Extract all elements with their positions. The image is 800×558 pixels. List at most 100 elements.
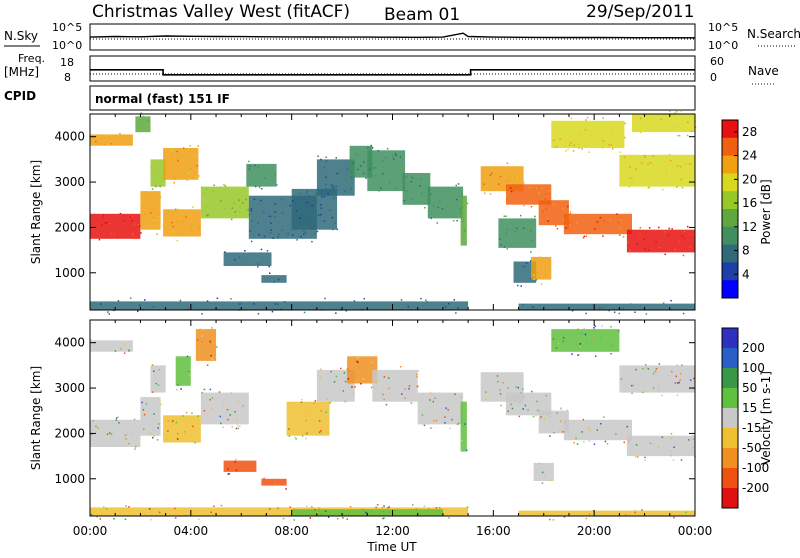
scatter-speck <box>573 441 575 444</box>
scatter-speck <box>197 415 199 417</box>
scatter-speck <box>363 510 365 512</box>
nsearch-hi-tick: 10^5 <box>708 21 738 34</box>
scatter-speck <box>316 512 319 514</box>
scatter-speck <box>461 439 463 442</box>
power-yticks: 1000 2000 3000 4000 <box>54 130 695 280</box>
scatter-speck <box>156 233 158 235</box>
scatter-speck <box>564 422 566 424</box>
scatter-speck <box>589 429 591 431</box>
scatter-speck <box>636 243 639 245</box>
scatter-speck <box>189 214 191 217</box>
scatter-speck <box>196 164 199 167</box>
scatter-speck <box>552 519 555 521</box>
scatter-speck <box>418 185 421 188</box>
scatter-speck <box>342 390 344 392</box>
cpid-label: CPID <box>4 89 36 103</box>
scatter-speck <box>504 180 507 183</box>
scatter-speck <box>679 179 682 181</box>
scatter-speck <box>395 187 397 190</box>
scatter-speck <box>543 265 546 267</box>
scatter-speck <box>159 185 161 188</box>
scatter-speck <box>319 397 322 400</box>
scatter-speck <box>503 189 505 191</box>
nsky-label: N.Sky <box>4 29 38 43</box>
scatter-speck <box>594 355 597 357</box>
scatter-speck <box>392 155 394 158</box>
power-colorbar-swatch <box>722 226 738 246</box>
scatter-speck <box>652 155 654 157</box>
scatter-speck <box>387 507 389 509</box>
scatter-speck <box>610 144 613 146</box>
scatter-speck <box>315 192 317 195</box>
scatter-speck <box>117 416 119 418</box>
scatter-speck <box>578 132 581 134</box>
scatter-speck <box>447 193 450 196</box>
scatter-speck <box>144 299 146 301</box>
scatter-speck <box>648 186 651 189</box>
scatter-speck <box>274 203 277 205</box>
scatter-speck <box>381 507 384 509</box>
scatter-speck <box>620 378 623 380</box>
scatter-speck <box>90 433 93 435</box>
scatter-speck <box>114 350 117 352</box>
scatter-speck <box>670 437 673 439</box>
scatter-speck <box>580 133 582 136</box>
scatter-speck <box>153 435 155 437</box>
scatter-speck <box>569 213 571 215</box>
scatter-speck <box>596 512 598 514</box>
scatter-band <box>531 256 552 280</box>
scatter-speck <box>411 176 414 179</box>
scatter-speck <box>586 116 589 119</box>
scatter-speck <box>579 343 582 345</box>
scatter-speck <box>218 391 221 393</box>
scatter-speck <box>674 248 676 251</box>
scatter-band <box>90 301 469 310</box>
scatter-speck <box>378 190 380 192</box>
scatter-speck <box>626 425 628 428</box>
scatter-speck <box>362 378 364 380</box>
scatter-speck <box>543 417 545 420</box>
scatter-speck <box>274 303 277 305</box>
scatter-speck <box>466 202 469 205</box>
scatter-speck <box>98 238 101 241</box>
scatter-speck <box>641 509 643 511</box>
scatter-speck <box>235 469 238 472</box>
scatter-speck <box>234 411 236 413</box>
scatter-speck <box>693 377 695 380</box>
scatter-speck <box>562 431 564 433</box>
power-colorbar: 28 24 20 16 12 8 4 <box>721 119 757 299</box>
scatter-speck <box>257 266 259 268</box>
scatter-speck <box>664 253 666 255</box>
scatter-speck <box>629 154 632 157</box>
scatter-speck <box>307 219 309 221</box>
scatter-speck <box>648 227 651 229</box>
scatter-speck <box>541 482 544 484</box>
scatter-speck <box>602 140 605 142</box>
scatter-speck <box>329 209 331 211</box>
scatter-speck <box>369 148 372 150</box>
scatter-speck <box>289 204 292 207</box>
scatter-speck <box>231 207 233 209</box>
scatter-speck <box>609 419 612 422</box>
scatter-speck <box>303 311 306 314</box>
scatter-speck <box>345 310 347 312</box>
scatter-speck <box>175 421 178 424</box>
scatter-speck <box>192 206 194 208</box>
scatter-speck <box>602 117 604 119</box>
scatter-speck <box>518 402 520 404</box>
scatter-speck <box>344 178 346 181</box>
scatter-speck <box>305 419 307 422</box>
scatter-speck <box>128 350 130 352</box>
scatter-speck <box>276 184 278 186</box>
scatter-speck <box>691 130 693 132</box>
scatter-speck <box>562 218 565 221</box>
scatter-speck <box>306 425 309 428</box>
scatter-speck <box>688 439 690 441</box>
scatter-speck <box>363 161 365 163</box>
scatter-speck <box>383 376 386 378</box>
scatter-speck <box>489 174 491 176</box>
scatter-speck <box>90 135 92 137</box>
scatter-speck <box>188 369 191 371</box>
scatter-speck <box>539 256 541 258</box>
scatter-band <box>349 145 373 178</box>
